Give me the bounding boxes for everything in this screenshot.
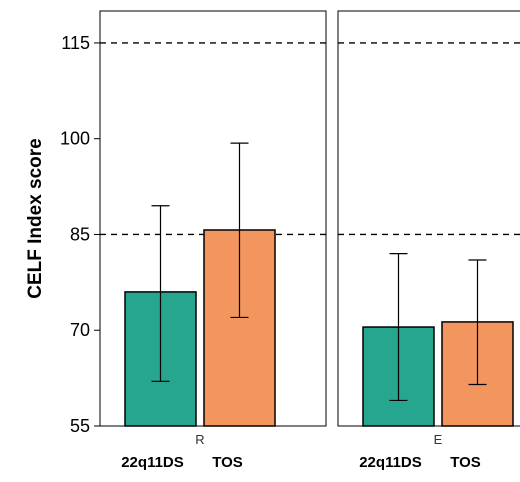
panel-e-group-label-tos: TOS: [450, 454, 481, 471]
panel-e-group-label-22q11ds: 22q11DS: [359, 454, 422, 471]
y-axis-label: CELF Index score: [25, 138, 46, 299]
panel-e-label: E: [434, 432, 443, 447]
y-tick-label-115: 115: [61, 33, 90, 53]
y-tick-label-55: 55: [70, 416, 90, 436]
panel-r-group-label-tos: TOS: [212, 454, 243, 471]
y-tick-label-70: 70: [70, 320, 90, 340]
y-tick-label-85: 85: [70, 224, 90, 244]
panel-r-group-label-22q11ds: 22q11DS: [121, 454, 184, 471]
y-tick-label-100: 100: [60, 129, 90, 149]
panel-r-label: R: [195, 432, 204, 447]
